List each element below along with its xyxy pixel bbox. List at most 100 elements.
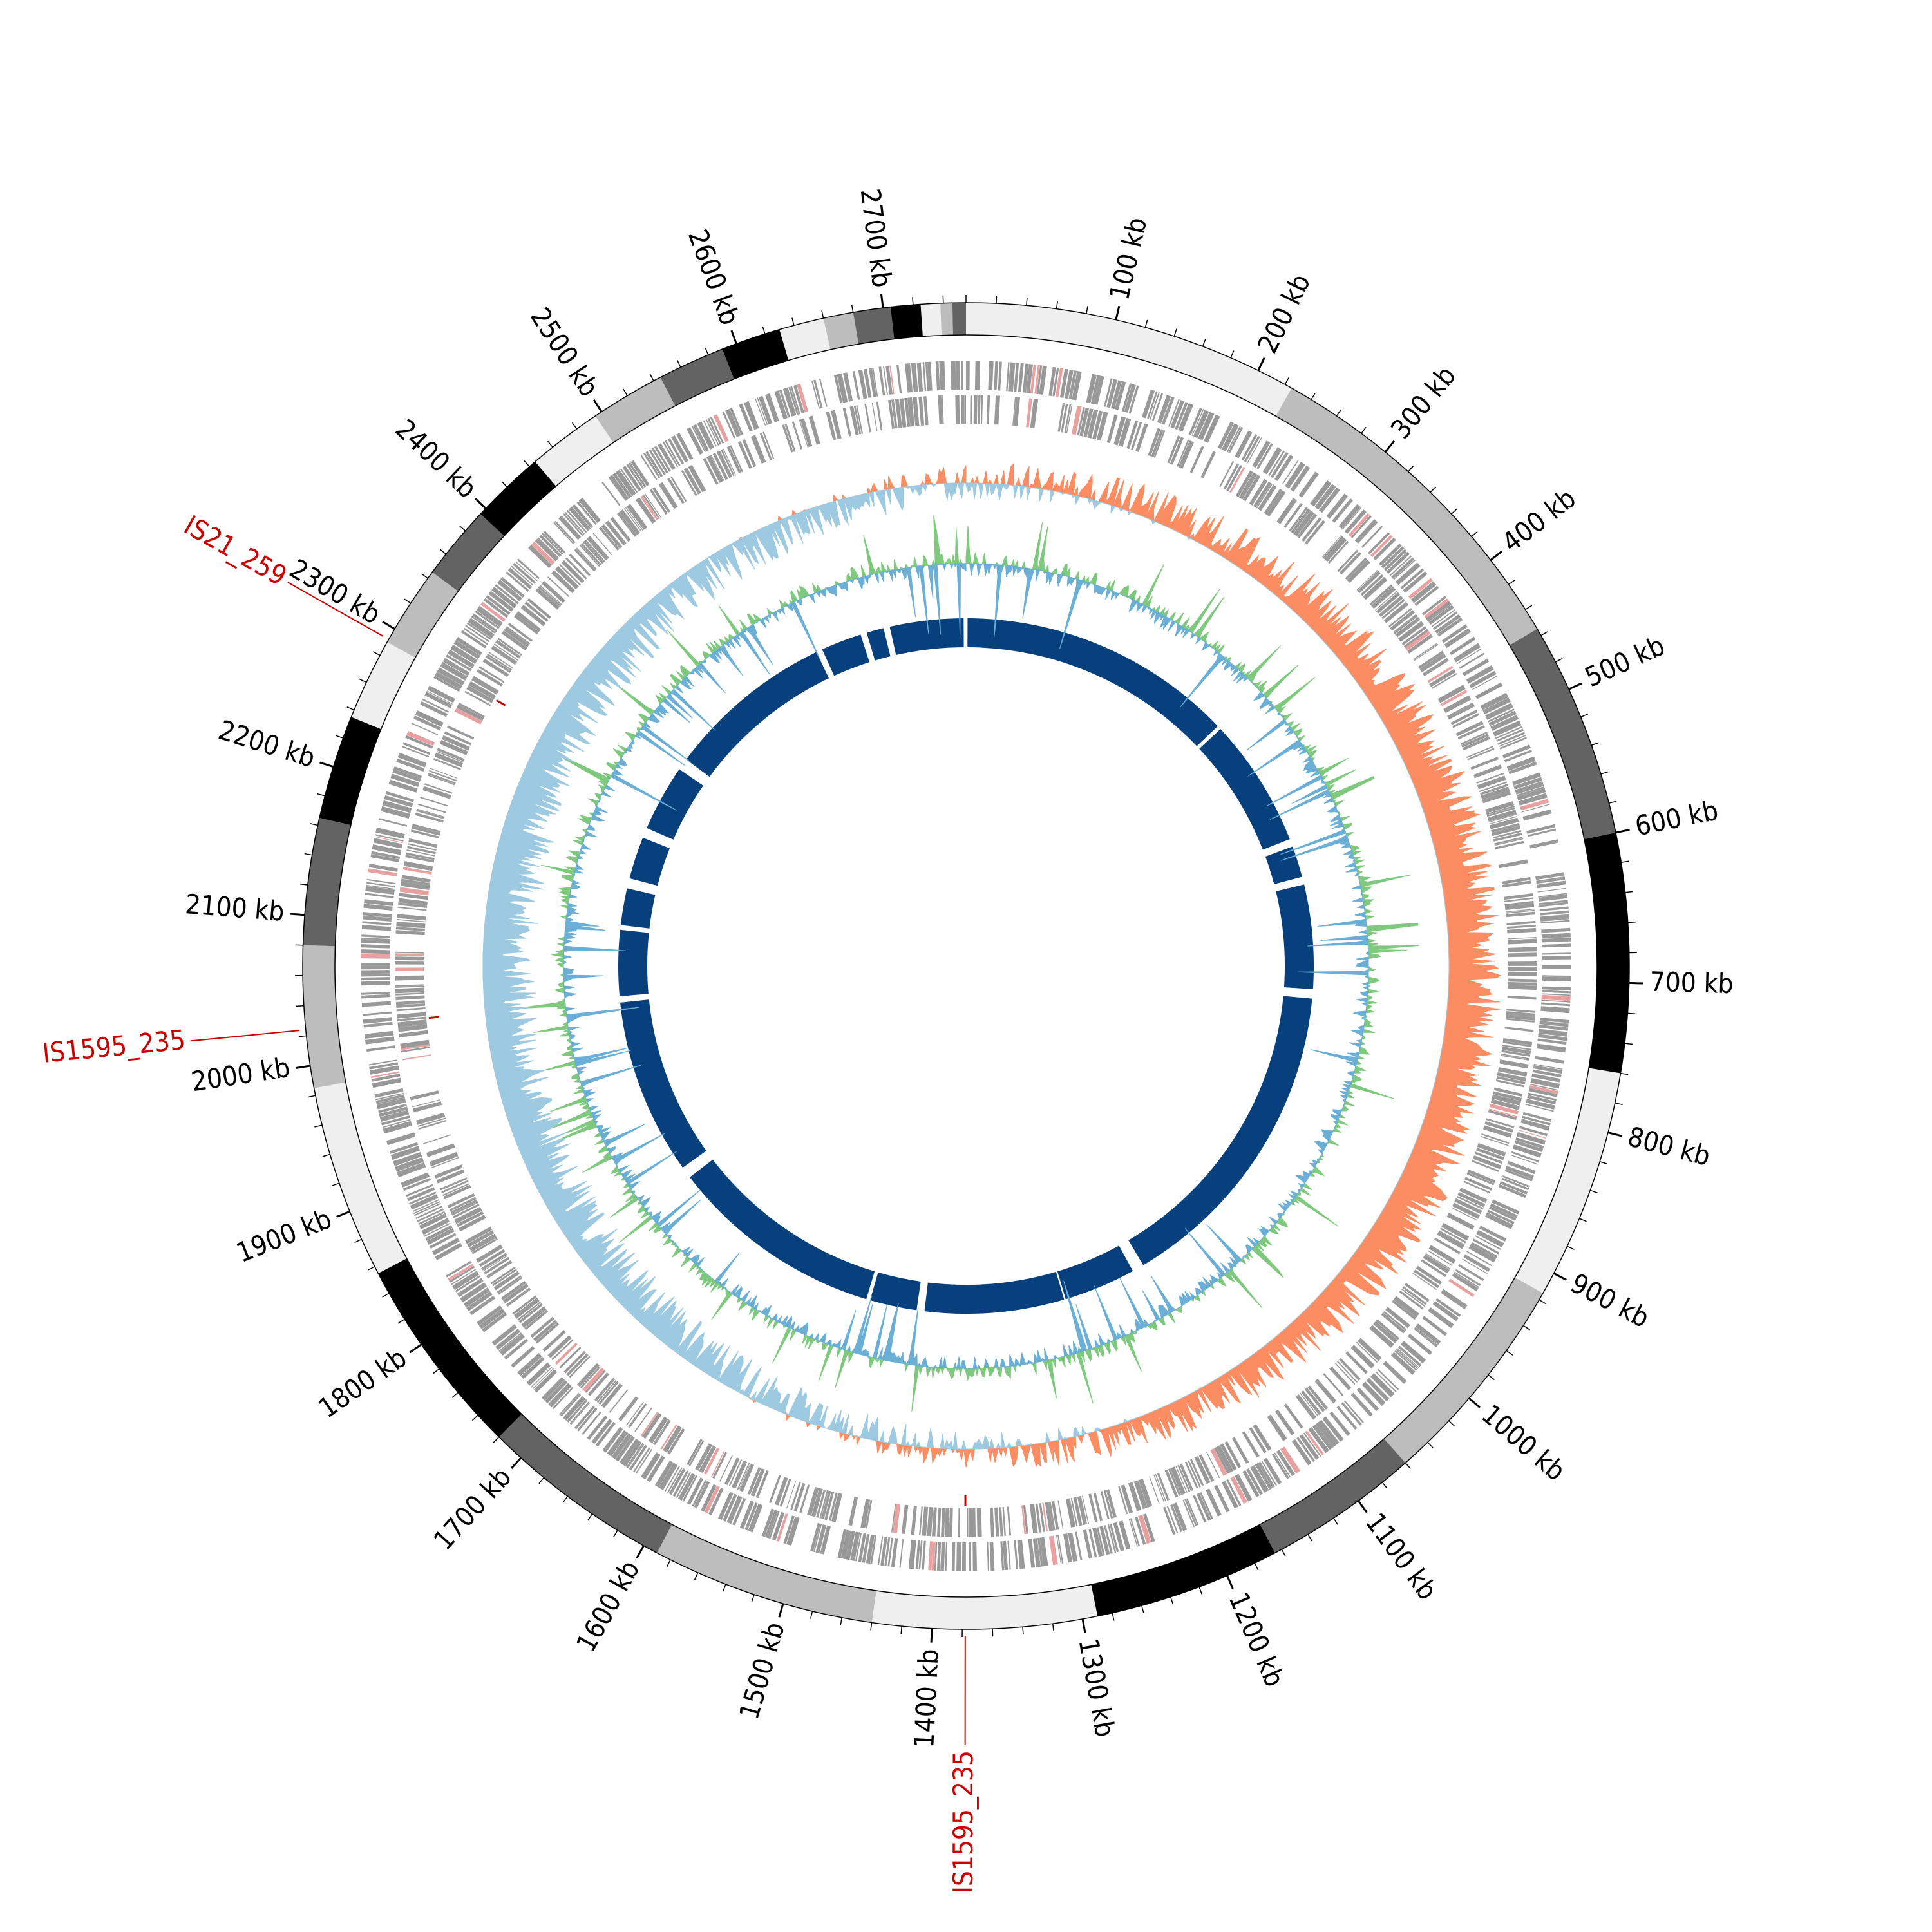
gene-feature [526,1362,551,1386]
minor-tick [810,1611,813,1619]
gene-feature [1506,1009,1536,1013]
gene-feature [1226,426,1241,453]
minor-tick [1430,486,1436,493]
gene-feature [1299,1434,1320,1460]
gene-feature [938,395,943,425]
karyotype-band [303,817,351,947]
gene-feature [440,661,468,681]
gene-feature [1490,1203,1518,1218]
gene-feature [1481,1135,1509,1146]
gene-feature [1321,535,1342,558]
gene-feature [443,1184,471,1200]
minor-tick [722,1584,726,1592]
gene-feature [978,395,981,424]
minor-tick [432,1368,440,1374]
gene-feature [554,520,576,544]
gene-feature [361,934,391,938]
gene-feature [790,386,800,415]
gene-feature [428,772,456,784]
gene-feature [939,361,946,390]
minor-tick [1471,531,1478,537]
gene-feature [1491,822,1520,833]
gene-feature [1099,1526,1110,1555]
gene-feature [458,702,485,718]
gene-feature [1230,1476,1248,1504]
tick-label: 400 kb [1496,482,1582,558]
gene-feature [1222,1481,1238,1509]
gene-feature [1498,1066,1528,1077]
major-tick [1081,1618,1086,1633]
gene-feature [1501,1046,1531,1055]
minor-tick [1620,1072,1629,1075]
gene-feature [811,380,820,409]
gene-feature [1229,466,1245,493]
gene-feature [506,626,531,645]
karyotype-band [535,415,614,486]
major-tick [296,1065,310,1069]
gene-feature [450,1199,478,1215]
gene-feature [636,497,656,524]
gene-feature [369,1062,399,1070]
gene-feature [433,676,460,692]
gene-feature [1304,1387,1325,1412]
gene-feature [1376,1319,1400,1340]
gene-feature [623,507,642,532]
gene-feature [1440,1227,1466,1244]
karyotype-band [595,377,676,443]
gene-feature [579,544,600,567]
gene-feature [815,1524,827,1554]
minor-tick [471,1415,478,1421]
gene-feature [848,1496,858,1526]
gene-feature [1517,788,1546,801]
gene-feature [1504,750,1533,762]
gene-feature [635,1448,652,1474]
gene-feature [1449,636,1476,656]
gene-feature [1492,1199,1520,1215]
gene-feature [451,1269,477,1285]
minor-tick [451,1392,459,1398]
gene-feature [361,963,390,966]
gene-feature [1519,1126,1548,1137]
karyotype-band [871,1584,1098,1629]
gene-feature [691,426,706,453]
minor-tick [346,706,355,711]
gene-feature [609,1389,629,1413]
gene-feature [582,540,604,564]
gene-feature [693,424,709,452]
gene-feature [1357,1338,1382,1361]
tick-label: 2700 kb [855,187,898,289]
gene-feature [1104,378,1113,407]
gene-feature [1093,375,1104,405]
gene-feature [1528,1088,1558,1097]
gene-feature [918,396,925,426]
gene-feature [381,806,410,819]
gene-feature [362,1011,392,1016]
gene-feature [395,956,424,961]
gene-feature [1168,399,1180,427]
gene-feature [466,1291,493,1311]
gene-feature [1477,775,1506,790]
gene-feature [1527,1095,1557,1105]
gene-feature [821,1490,831,1520]
gene-feature [576,501,597,525]
gene-feature [514,1297,540,1319]
gene-feature [1510,1154,1539,1165]
gene-feature [435,672,462,690]
minor-tick [1230,350,1235,358]
gene-feature [651,447,668,474]
minor-tick [1599,1161,1607,1164]
gene-feature [361,991,391,995]
gene-feature [757,397,768,426]
gene-feature [994,395,1001,425]
gene-feature [1482,697,1511,715]
gene-feature [452,1271,480,1291]
gene-feature [871,402,878,431]
gene-feature [1416,1323,1441,1345]
gene-feature [878,366,886,396]
gene-feature [1066,404,1073,433]
gene-feature [1461,733,1489,748]
gene-feature [382,1119,411,1128]
gene-feature [1039,1502,1045,1532]
gene-feature [1068,370,1077,400]
gene-feature [622,1440,642,1467]
